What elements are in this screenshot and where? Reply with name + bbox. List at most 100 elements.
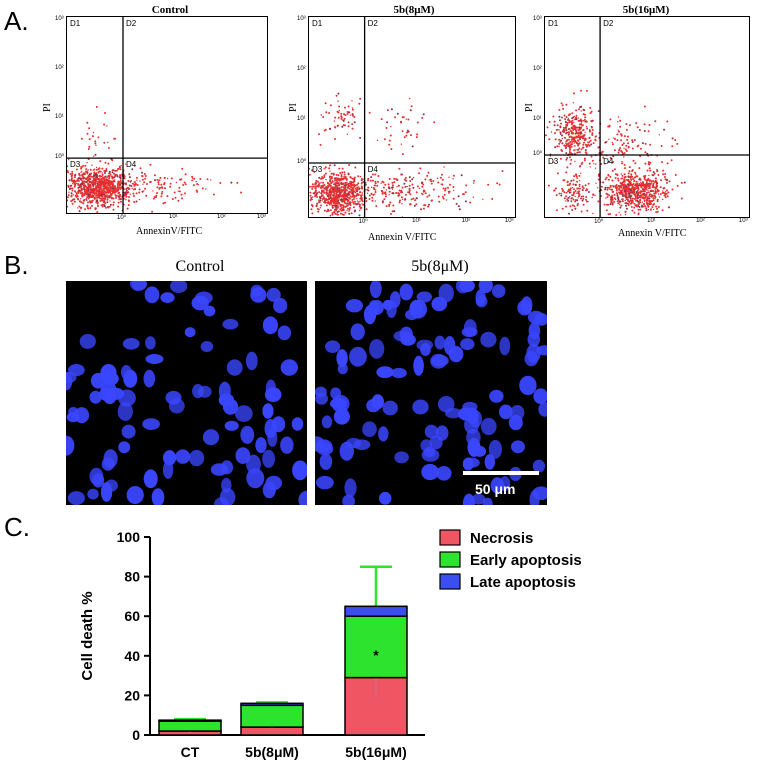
event-dot [356,198,358,200]
event-dot [88,127,91,130]
event-dot [616,200,619,203]
event-dot [624,148,627,151]
event-dot [604,186,607,189]
event-dot [131,187,133,189]
event-dot [82,194,84,197]
event-dot [347,183,350,185]
event-dot [647,189,649,192]
event-dot [583,138,586,141]
event-dot [128,196,130,198]
event-dot [78,210,81,213]
event-dot [90,175,93,178]
event-dot [334,182,337,185]
event-dot [597,146,600,149]
event-dot [583,118,586,121]
legend-label: Early apoptosis [470,552,582,569]
event-dot [563,191,566,194]
event-dot [141,190,144,193]
quadrant-label: D3 [70,160,81,169]
event-dot [652,180,655,183]
nucleus [393,330,412,342]
event-dot [565,116,568,118]
event-dot [584,151,587,154]
event-dot [67,194,70,197]
event-dot [325,172,327,175]
event-dot [652,197,655,200]
y-tick-label: 10⁰ [55,154,65,161]
event-dot [115,188,118,190]
event-dot [92,131,95,134]
event-dot [398,201,401,204]
event-dot [448,192,450,194]
nucleus [68,364,85,377]
event-dot [400,143,402,145]
event-dot [634,188,637,190]
event-dot [118,198,121,201]
event-dot [654,191,657,194]
event-dot [77,177,80,180]
event-dot [80,166,83,168]
significance-marker: * [373,647,379,663]
event-dot [655,205,658,208]
y-tick-label: 10³ [533,16,542,22]
event-dot [620,191,622,193]
event-dot [573,122,575,124]
nucleus [189,449,205,467]
event-dot [566,125,569,127]
event-dot [377,175,380,177]
event-dot [341,190,343,193]
event-dot [343,201,346,203]
event-dot [365,208,368,211]
event-dot [576,142,579,145]
y-axis-label: Cell death % [79,591,96,680]
event-dot [99,170,102,173]
event-dot [383,192,386,195]
event-dot [134,182,137,185]
event-dot [581,185,584,188]
event-dot [329,209,332,212]
event-dot [645,194,648,196]
event-dot [96,198,98,200]
nucleus [484,454,495,470]
event-dot [108,177,111,180]
event-dot [621,162,624,165]
event-dot [652,194,655,197]
event-dot [555,209,558,212]
nucleus [391,367,407,379]
event-dot [615,198,617,201]
event-dot [568,183,571,186]
nucleus [528,322,541,340]
event-dot [107,141,109,144]
event-dot [95,180,98,183]
event-dot [608,194,611,197]
nucleus [145,354,164,364]
event-dot [73,185,76,188]
event-dot [85,185,88,188]
event-dot [133,201,136,203]
event-dot [104,161,107,164]
event-dot [413,204,416,207]
event-dot [578,108,580,111]
event-dot [199,178,202,180]
event-dot [612,161,614,163]
event-dot [334,179,336,181]
event-dot [581,189,584,192]
event-dot [70,192,73,195]
nuclei-image [66,281,307,505]
event-dot [553,124,556,127]
event-dot [405,193,407,196]
event-dot [329,184,332,187]
event-dot [178,186,181,189]
event-dot [325,204,328,207]
event-dot [662,198,664,201]
event-dot [95,174,98,176]
event-dot [618,148,621,151]
event-dot [368,194,371,197]
event-dot [623,152,626,155]
event-dot [469,201,472,204]
event-dot [555,128,558,131]
event-dot [149,163,152,166]
event-dot [627,142,630,145]
event-dot [589,166,591,168]
